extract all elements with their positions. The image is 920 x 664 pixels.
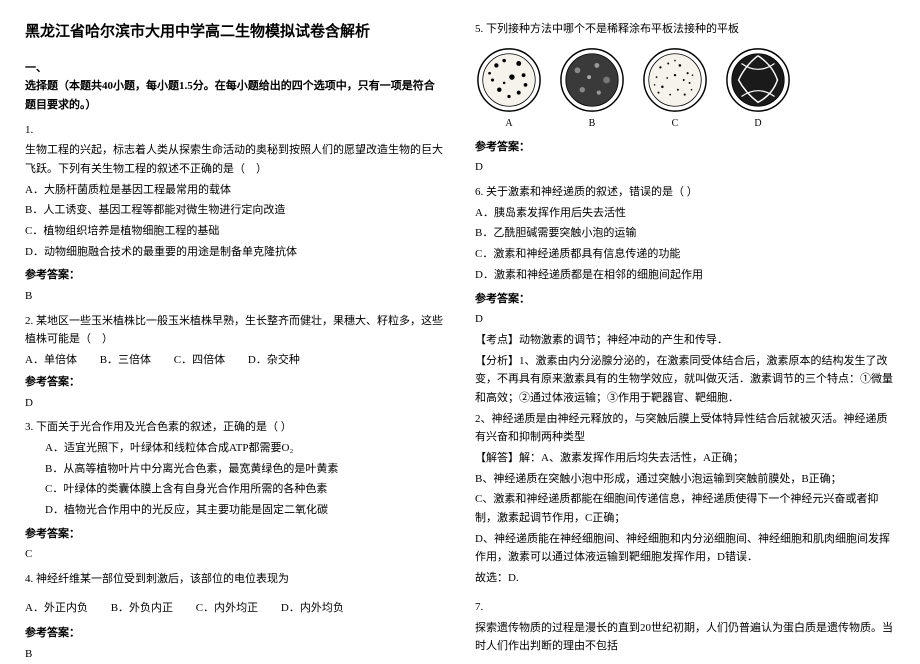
q5-dishes: A B	[475, 46, 895, 132]
instructions: 选择题（本题共40小题，每小题1.5分。在每小题给出的四个选项中，只有一项是符合…	[25, 77, 445, 114]
section-label: 一、	[25, 59, 445, 78]
q4-ans-label: 参考答案：	[25, 624, 445, 643]
q5-text: 5. 下列接种方法中哪个不是稀释涂布平板法接种的平板	[475, 20, 895, 39]
q6-jieda-b: B、神经递质在突触小泡中形成，通过突触小泡运输到突触前膜处，B正确；	[475, 470, 895, 489]
dish-b-label: B	[589, 115, 596, 132]
q3-opt-a: A．适宜光照下，叶绿体和线粒体合成ATP都需要O₂	[25, 439, 445, 458]
q4-opt-d: D．内外均负	[281, 599, 344, 618]
q3-ans: C	[25, 545, 445, 564]
dish-c-icon	[641, 46, 709, 114]
q7-text: 探索遗传物质的过程是漫长的直到20世纪初期，人们仍普遍认为蛋白质是遗传物质。当时…	[475, 619, 895, 656]
q6-ans: D	[475, 310, 895, 329]
q3-ans-label: 参考答案：	[25, 525, 445, 544]
q1-ans-label: 参考答案：	[25, 266, 445, 285]
q4-text: 4. 神经纤维某一部位受到刺激后，该部位的电位表现为	[25, 570, 445, 589]
q2-opt-d: D．杂交种	[248, 351, 300, 370]
q1-ans: B	[25, 287, 445, 306]
dish-d-icon	[724, 46, 792, 114]
q6-ans-label: 参考答案：	[475, 290, 895, 309]
q6-kaodian: 【考点】动物激素的调节；神经冲动的产生和传导．	[475, 331, 895, 350]
q2-opt-a: A．单倍体	[25, 351, 77, 370]
q6-guxuan: 故选：D.	[475, 569, 895, 588]
q2-ans: D	[25, 394, 445, 413]
q1-opt-d: D．动物细胞融合技术的最重要的用途是制备单克隆抗体	[25, 243, 445, 262]
q6-jieda-d: D、神经递质能在神经细胞间、神经细胞和内分泌细胞间、神经细胞和肌肉细胞间发挥作用…	[475, 530, 895, 567]
q4-opt-b: B．外负内正	[111, 599, 173, 618]
q2-ans-label: 参考答案：	[25, 373, 445, 392]
q4-ans: B	[25, 645, 445, 664]
dish-c-label: C	[672, 115, 679, 132]
q5-ans-label: 参考答案：	[475, 138, 895, 157]
q4-opt-a: A．外正内负	[25, 599, 88, 618]
q2-opt-b: B．三倍体	[100, 351, 151, 370]
page-title: 黑龙江省哈尔滨市大用中学高二生物模拟试卷含解析	[25, 20, 445, 46]
q6-jieda-c: C、激素和神经递质都能在细胞间传递信息，神经递质使得下一个神经元兴奋或者抑制，激…	[475, 490, 895, 527]
q4-opt-c: C．内外均正	[196, 599, 258, 618]
q6-fenxi1: 【分析】1、激素由内分泌腺分泌的，在激素同受体结合后，激素原本的结构发生了改变，…	[475, 352, 895, 408]
q3-text: 3. 下面关于光合作用及光合色素的叙述，正确的是（ ）	[25, 418, 445, 437]
q2-text: 2. 某地区一些玉米植株比一般玉米植株早熟，生长整齐而健壮，果穗大、籽粒多，这些…	[25, 312, 445, 349]
q6-opt-c: C．激素和神经递质都具有信息传递的功能	[475, 245, 895, 264]
q6-text: 6. 关于激素和神经递质的叙述，错误的是（ ）	[475, 183, 895, 202]
q1-opt-c: C．植物组织培养是植物细胞工程的基础	[25, 222, 445, 241]
q1-text: 生物工程的兴起，标志着人类从探索生命活动的奥秘到按照人们的愿望改造生物的巨大飞跃…	[25, 141, 445, 178]
q1-opt-a: A．大肠杆菌质粒是基因工程最常用的载体	[25, 181, 445, 200]
dish-a-label: A	[505, 115, 512, 132]
q5-ans: D	[475, 158, 895, 177]
dish-b-icon	[558, 46, 626, 114]
dish-d-label: D	[754, 115, 761, 132]
dish-a-icon	[475, 46, 543, 114]
q6-opt-b: B．乙酰胆碱需要突触小泡的运输	[475, 224, 895, 243]
q1-num: 1.	[25, 121, 445, 140]
q6-jieda: 【解答】解：A、激素发挥作用后均失去活性，A正确；	[475, 449, 895, 468]
q6-fenxi2: 2、神经递质是由神经元释放的，与突触后膜上受体特异性结合后就被灭活。神经递质有兴…	[475, 410, 895, 447]
q3-opt-b: B．从高等植物叶片中分离光合色素，最宽黄绿色的是叶黄素	[25, 460, 445, 479]
q7-num: 7.	[475, 598, 895, 617]
q3-opt-c: C．叶绿体的类囊体膜上含有自身光合作用所需的各种色素	[25, 480, 445, 499]
q1-opt-b: B．人工诱变、基因工程等都能对微生物进行定向改造	[25, 201, 445, 220]
q3-opt-d: D．植物光合作用中的光反应，其主要功能是固定二氧化碳	[25, 501, 445, 520]
q6-opt-d: D．激素和神经递质都是在相邻的细胞间起作用	[475, 266, 895, 285]
q2-opt-c: C．四倍体	[174, 351, 225, 370]
q6-opt-a: A．胰岛素发挥作用后失去活性	[475, 204, 895, 223]
